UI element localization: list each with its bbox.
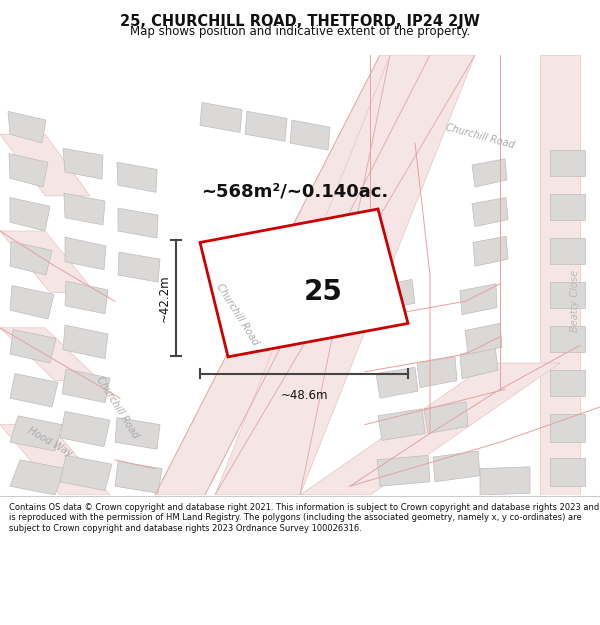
Polygon shape <box>10 329 56 363</box>
Polygon shape <box>550 150 585 176</box>
Polygon shape <box>417 357 457 388</box>
Polygon shape <box>65 281 108 314</box>
Polygon shape <box>550 326 585 352</box>
Polygon shape <box>118 208 158 238</box>
Polygon shape <box>376 279 415 310</box>
Polygon shape <box>465 323 502 354</box>
Text: Churchill Road: Churchill Road <box>445 122 515 150</box>
Polygon shape <box>62 369 110 402</box>
Polygon shape <box>245 111 287 141</box>
Text: Hood Way: Hood Way <box>26 426 74 459</box>
Polygon shape <box>10 286 54 319</box>
Polygon shape <box>155 55 430 495</box>
Polygon shape <box>117 162 157 192</box>
Polygon shape <box>472 198 508 227</box>
Polygon shape <box>63 148 103 179</box>
Polygon shape <box>0 231 95 292</box>
Polygon shape <box>377 456 430 486</box>
Polygon shape <box>118 252 160 282</box>
Polygon shape <box>460 284 497 314</box>
Polygon shape <box>0 328 100 381</box>
Polygon shape <box>424 402 468 433</box>
Polygon shape <box>433 451 480 482</box>
Polygon shape <box>0 424 110 495</box>
Polygon shape <box>63 325 108 359</box>
Text: Beatty Close: Beatty Close <box>570 271 580 332</box>
Polygon shape <box>540 55 580 495</box>
Polygon shape <box>376 368 418 398</box>
Polygon shape <box>60 456 112 491</box>
Polygon shape <box>228 262 267 292</box>
Polygon shape <box>550 282 585 309</box>
Polygon shape <box>10 241 52 275</box>
Polygon shape <box>378 409 425 441</box>
Text: Churchill Road: Churchill Road <box>94 374 140 440</box>
Polygon shape <box>550 458 585 486</box>
Text: ~568m²/~0.140ac.: ~568m²/~0.140ac. <box>202 182 389 201</box>
Polygon shape <box>60 411 110 447</box>
Text: ~48.6m: ~48.6m <box>280 389 328 402</box>
Text: 25, CHURCHILL ROAD, THETFORD, IP24 2JW: 25, CHURCHILL ROAD, THETFORD, IP24 2JW <box>120 14 480 29</box>
Polygon shape <box>200 209 408 357</box>
Polygon shape <box>480 467 530 495</box>
Polygon shape <box>10 198 50 231</box>
Polygon shape <box>550 238 585 264</box>
Polygon shape <box>8 111 46 143</box>
Polygon shape <box>290 120 330 150</box>
Polygon shape <box>550 194 585 221</box>
Polygon shape <box>215 55 475 495</box>
Polygon shape <box>340 276 378 306</box>
Polygon shape <box>200 102 242 132</box>
Polygon shape <box>266 267 305 297</box>
Polygon shape <box>303 271 340 301</box>
Polygon shape <box>10 416 62 451</box>
Text: 25: 25 <box>304 278 343 306</box>
Polygon shape <box>10 460 65 495</box>
Polygon shape <box>0 134 90 196</box>
Polygon shape <box>65 237 106 270</box>
Polygon shape <box>10 374 58 407</box>
Polygon shape <box>115 418 160 449</box>
Text: Churchill Road: Churchill Road <box>214 282 260 348</box>
Text: Map shows position and indicative extent of the property.: Map shows position and indicative extent… <box>130 26 470 39</box>
Polygon shape <box>550 370 585 396</box>
Polygon shape <box>550 414 585 442</box>
Polygon shape <box>472 159 507 187</box>
Text: Contains OS data © Crown copyright and database right 2021. This information is : Contains OS data © Crown copyright and d… <box>9 503 599 532</box>
Polygon shape <box>115 461 162 493</box>
Polygon shape <box>460 346 498 379</box>
Polygon shape <box>473 236 508 266</box>
Polygon shape <box>9 154 48 187</box>
Polygon shape <box>300 363 560 495</box>
Text: ~42.2m: ~42.2m <box>157 274 170 322</box>
Polygon shape <box>64 193 105 225</box>
